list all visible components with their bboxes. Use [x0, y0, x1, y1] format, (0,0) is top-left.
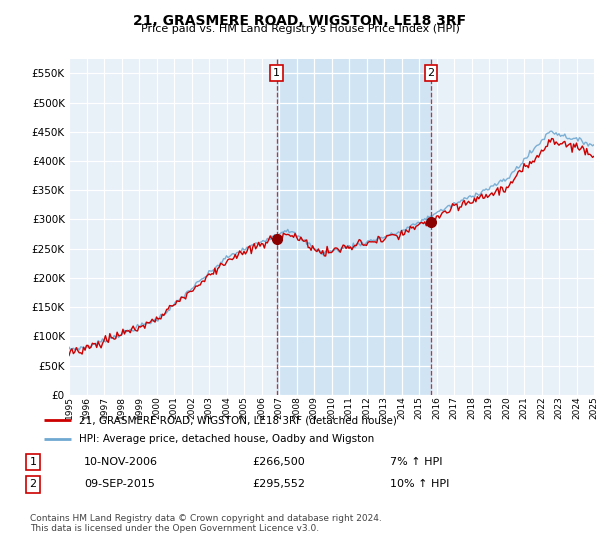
Text: 21, GRASMERE ROAD, WIGSTON, LE18 3RF (detached house): 21, GRASMERE ROAD, WIGSTON, LE18 3RF (de… — [79, 415, 397, 425]
Text: 21, GRASMERE ROAD, WIGSTON, LE18 3RF: 21, GRASMERE ROAD, WIGSTON, LE18 3RF — [133, 14, 467, 28]
Text: 2: 2 — [428, 68, 434, 78]
Bar — [277, 59, 431, 395]
Text: Price paid vs. HM Land Registry's House Price Index (HPI): Price paid vs. HM Land Registry's House … — [140, 24, 460, 34]
Text: 10% ↑ HPI: 10% ↑ HPI — [390, 479, 449, 489]
Text: 7% ↑ HPI: 7% ↑ HPI — [390, 457, 443, 467]
Text: 1: 1 — [29, 457, 37, 467]
Text: 2: 2 — [29, 479, 37, 489]
Text: 10-NOV-2006: 10-NOV-2006 — [84, 457, 158, 467]
Text: 1: 1 — [273, 68, 280, 78]
Text: HPI: Average price, detached house, Oadby and Wigston: HPI: Average price, detached house, Oadb… — [79, 435, 374, 445]
Text: 09-SEP-2015: 09-SEP-2015 — [84, 479, 155, 489]
Text: £295,552: £295,552 — [252, 479, 305, 489]
Text: Contains HM Land Registry data © Crown copyright and database right 2024.
This d: Contains HM Land Registry data © Crown c… — [30, 514, 382, 534]
Text: £266,500: £266,500 — [252, 457, 305, 467]
